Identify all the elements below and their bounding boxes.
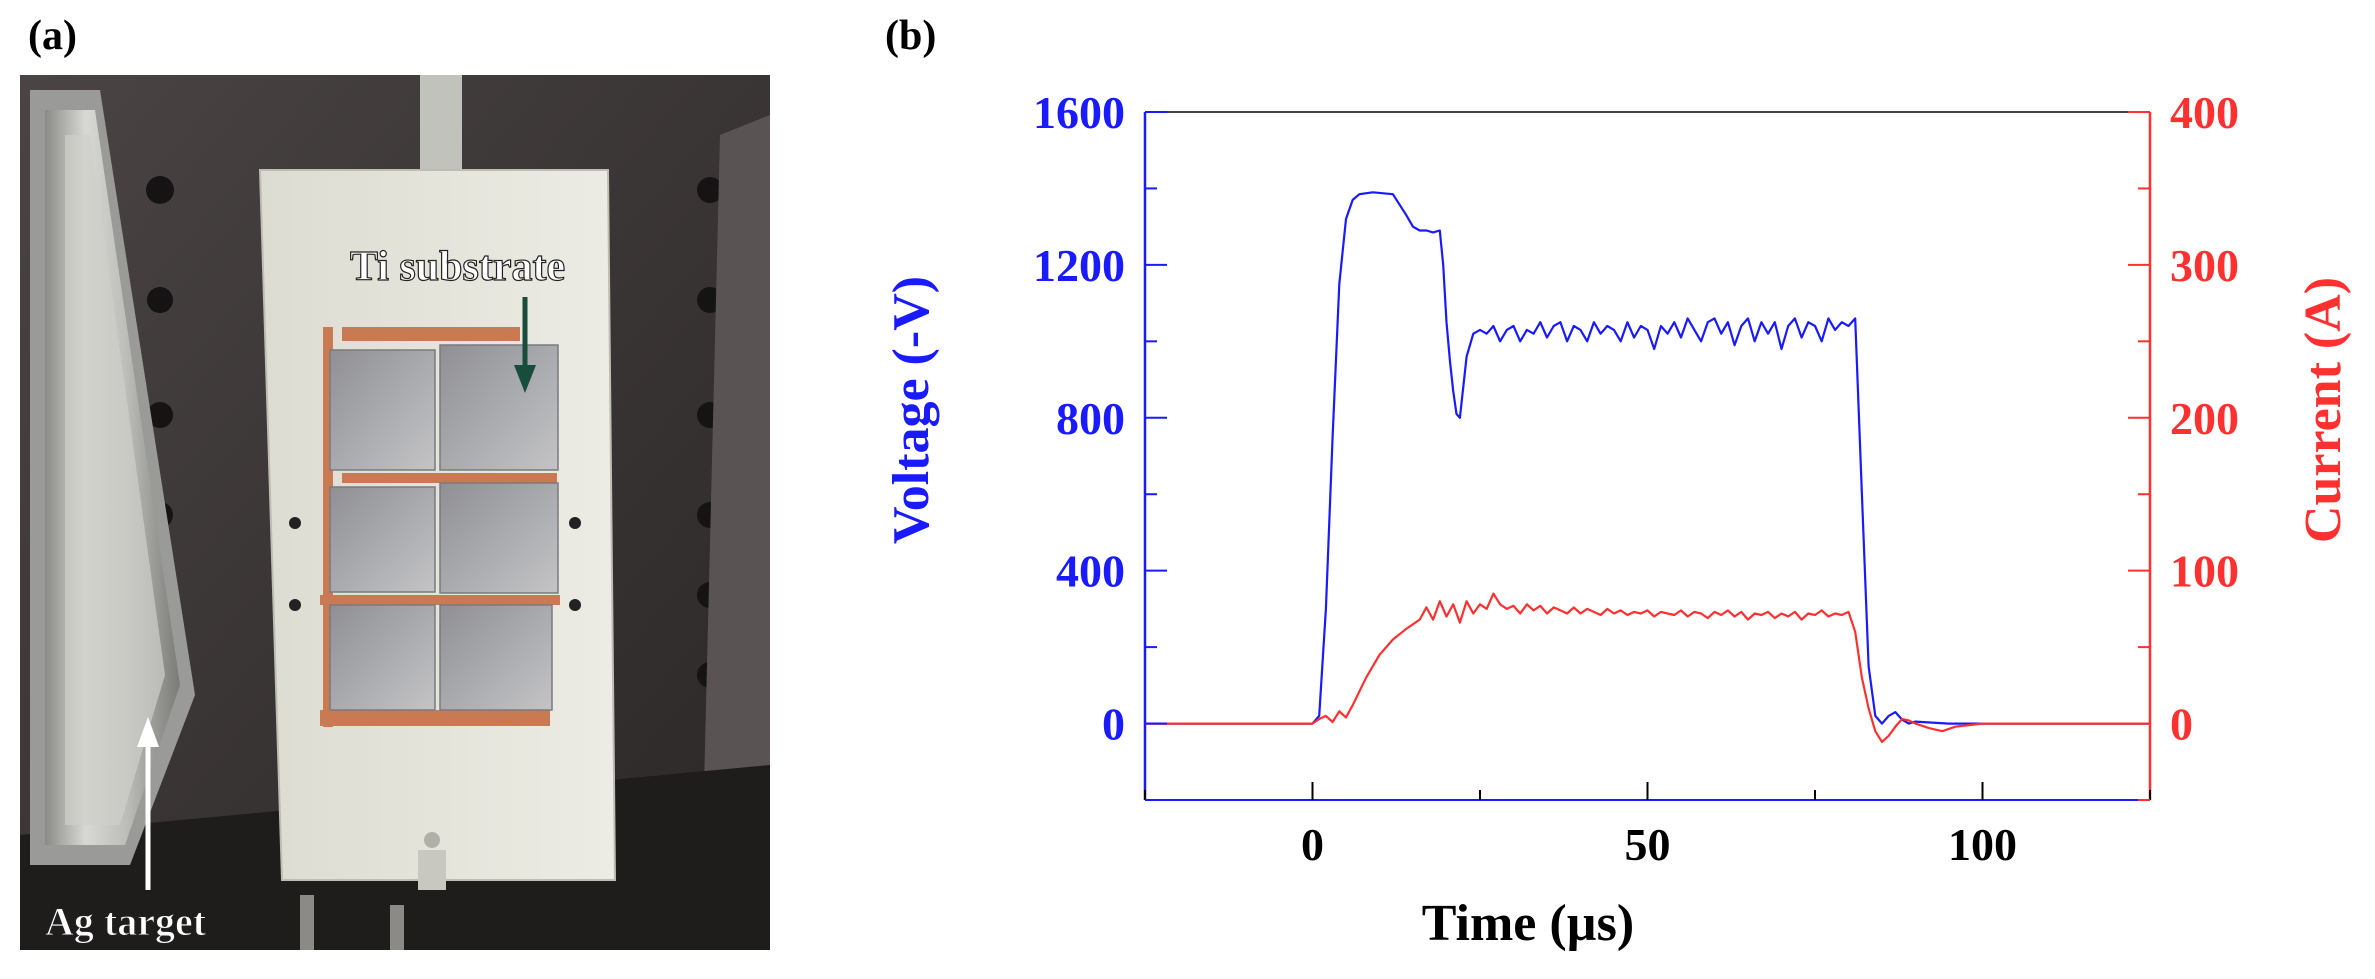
- voltage-current-chart: 0 50 100 0 400 800 1200 1600 0 100 200 300 400 Time …: [883, 87, 2352, 952]
- series-layer: [1145, 191, 2150, 744]
- ag-target-inner: [65, 135, 165, 825]
- x-tick-label-0: 0: [1301, 819, 1324, 870]
- right-side-wall: [700, 115, 770, 950]
- x-axis-label: Time (µs): [1422, 895, 1634, 952]
- y-left-tick-label-2: 800: [1056, 393, 1125, 444]
- floor-bracket-left: [300, 895, 314, 950]
- y-left-tick-label-3: 1200: [1033, 240, 1125, 291]
- series-line-voltage: [1145, 191, 2150, 725]
- series-line-current: [1145, 592, 2150, 744]
- floor-bracket-right: [390, 905, 404, 950]
- y-right-tick-label-3: 300: [2170, 240, 2239, 291]
- y-axis-left-label: Voltage (-V): [883, 276, 940, 544]
- panel-a-label: (a): [28, 13, 77, 59]
- y-axis-right-label: Current (A): [2295, 277, 2352, 543]
- y-left-tick-label-0: 0: [1102, 699, 1125, 750]
- y-right-tick-label-0: 0: [2170, 699, 2193, 750]
- y-left-tick-label-4: 1600: [1033, 87, 1125, 138]
- ti-substrate-arrow-head: [514, 365, 536, 393]
- y-left-tick-label-1: 400: [1056, 546, 1125, 597]
- ti-substrate-tiles: [329, 344, 559, 711]
- plot-frame: [1143, 111, 2152, 801]
- ti-substrate-label: Ti substrate: [350, 244, 565, 290]
- y-right-tick-label-2: 200: [2170, 393, 2239, 444]
- ag-target-arrow-head: [137, 717, 159, 747]
- plate-holes: [289, 517, 581, 611]
- holder-rod: [420, 75, 462, 185]
- x-tick-label-1: 50: [1625, 819, 1671, 870]
- plate-clip-bottom: [418, 850, 446, 890]
- ticks-layer: 0 50 100 0 400 800 1200 1600 0 100 200 300 400: [1033, 87, 2239, 870]
- y-right-tick-label-1: 100: [2170, 546, 2239, 597]
- copper-strips: [320, 327, 560, 727]
- x-tick-label-2: 100: [1948, 819, 2017, 870]
- ag-target-label: Ag target: [45, 899, 207, 944]
- plate-screw-bottom: [424, 832, 440, 848]
- y-right-tick-label-4: 400: [2170, 87, 2239, 138]
- chamber-photo: Ti substrate Ag target: [20, 75, 770, 950]
- panel-b-label: (b): [885, 13, 937, 59]
